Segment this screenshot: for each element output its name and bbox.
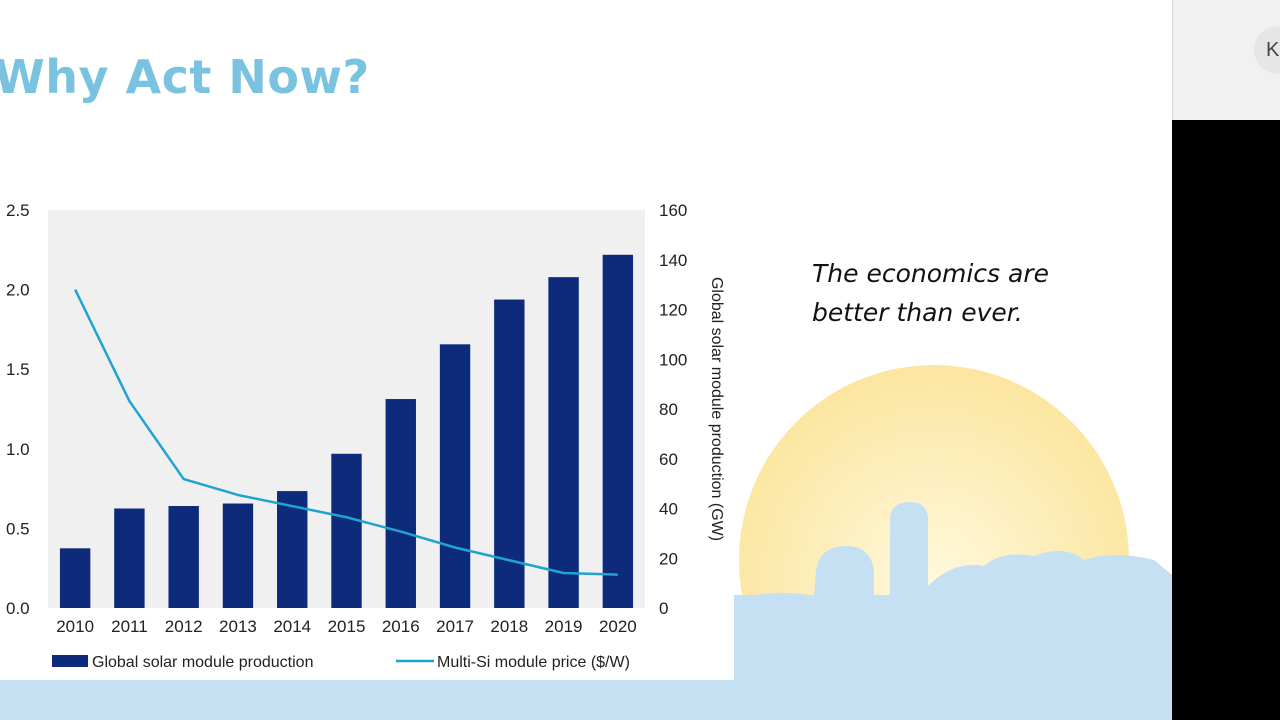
solar-chart: 0.0 0.5 1.0 1.5 2.0 2.5 0 20 40 60 80 100 120 140 160… — [6, 201, 725, 671]
sun-skyline-illustration — [734, 365, 1172, 680]
x-tick-label: 2013 — [219, 617, 257, 636]
x-tick-label: 2018 — [490, 617, 528, 636]
slide-title: Why Act Now? — [0, 50, 370, 104]
slide: Why Act Now? The economics are better th… — [0, 50, 1172, 720]
tagline-line-1: The economics are — [812, 259, 1049, 288]
x-tick-label: 2017 — [436, 617, 474, 636]
x-axis: 2010 2011 2012 2013 2014 2015 2016 2017 2018 2019… — [56, 617, 637, 636]
bar-2011 — [114, 508, 145, 608]
bar-2015 — [331, 453, 362, 608]
legend-bar-swatch — [52, 655, 88, 667]
x-tick-label: 2012 — [165, 617, 203, 636]
x-tick-label: 2016 — [382, 617, 420, 636]
bottom-band — [0, 680, 1172, 720]
bar-2010 — [59, 548, 91, 608]
x-tick-label: 2011 — [111, 617, 148, 636]
chart-panel: 0.0 0.5 1.0 1.5 2.0 2.5 0 20 40 60 80 100 120 140 160… — [0, 190, 734, 680]
right-tick-label: 160 — [659, 201, 687, 220]
left-axis: 0.0 0.5 1.0 1.5 2.0 2.5 — [6, 201, 30, 618]
tagline-line-2: better than ever. — [812, 298, 1023, 327]
video-area — [1172, 120, 1280, 720]
legend-bar-label: Global solar module production — [92, 654, 313, 671]
right-axis: 0 20 40 60 80 100 120 140 160 — [659, 201, 687, 618]
right-tick-label: 100 — [659, 350, 687, 369]
right-tick-label: 0 — [659, 599, 668, 618]
right-tick-label: 20 — [659, 549, 678, 568]
bar-2020 — [602, 254, 634, 608]
bar-2014 — [277, 491, 308, 608]
right-tick-label: 80 — [659, 400, 678, 419]
x-tick-label: 2019 — [545, 617, 583, 636]
bar-2017 — [439, 344, 471, 608]
right-tick-label: 40 — [659, 500, 678, 519]
bar-2016 — [385, 399, 416, 608]
x-tick-label: 2010 — [56, 617, 94, 636]
x-tick-label: 2015 — [328, 617, 366, 636]
right-tick-label: 140 — [659, 251, 687, 270]
left-tick-label: 2.0 — [6, 281, 30, 300]
price-line — [74, 289, 618, 576]
left-tick-label: 0.0 — [6, 599, 30, 618]
left-tick-label: 1.5 — [6, 360, 30, 379]
bars-layer — [59, 254, 634, 608]
right-tick-label: 120 — [659, 301, 687, 320]
left-tick-label: 1.0 — [6, 440, 30, 459]
legend-line-label: Multi-Si module price ($/W) — [437, 654, 630, 671]
tagline: The economics are better than ever. — [812, 254, 1132, 332]
legend: Global solar module production Multi-Si … — [52, 654, 630, 671]
skyline-silhouette — [734, 502, 1172, 680]
left-tick-label: 2.5 — [6, 201, 30, 220]
bar-2019 — [548, 277, 579, 608]
bar-2013 — [222, 503, 254, 608]
x-tick-label: 2014 — [273, 617, 311, 636]
right-tick-label: 60 — [659, 450, 678, 469]
left-tick-label: 0.5 — [6, 519, 30, 538]
right-axis-title: Global solar module production (GW) — [708, 277, 725, 541]
x-tick-label: 2020 — [599, 617, 637, 636]
bar-2012 — [168, 506, 199, 608]
